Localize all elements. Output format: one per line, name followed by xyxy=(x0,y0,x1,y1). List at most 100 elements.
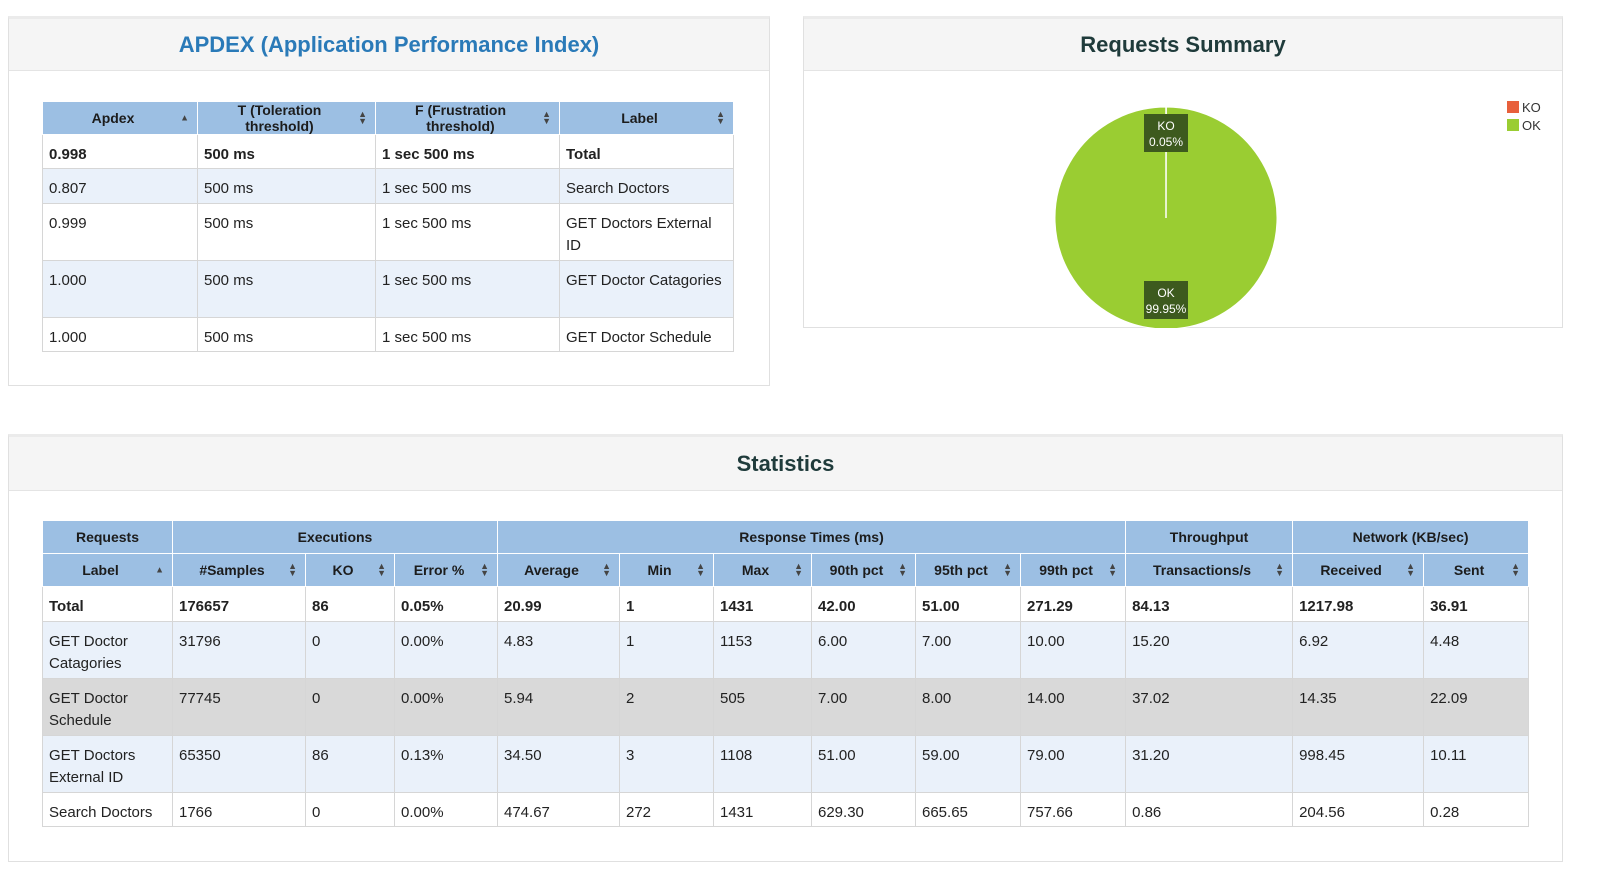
group-network: Network (KB/sec) xyxy=(1292,520,1530,554)
stats-cell-value: 22.09 xyxy=(1423,678,1530,736)
stats-cell-value: 474.67 xyxy=(497,792,620,827)
sort-icon: ▲ ▼ xyxy=(1275,561,1285,578)
legend-item-ko[interactable]: KO xyxy=(1507,98,1541,116)
stats-cell-value: 629.30 xyxy=(811,792,916,827)
stats-cell-value: 42.00 xyxy=(811,586,916,622)
stats-cell-value: 0 xyxy=(305,678,395,736)
stats-cell-value: 14.35 xyxy=(1292,678,1425,736)
apdex-header-f[interactable]: F (Frustration threshold) ▲ ▼ xyxy=(375,101,560,135)
apdex-cell-apdex: 1.000 xyxy=(42,260,198,318)
apdex-cell-apdex: 0.998 xyxy=(42,134,198,169)
stats-cell-value: 272 xyxy=(619,792,714,827)
sort-icon: ▲ ▼ xyxy=(602,561,611,578)
pie-label-ok: OK 99.95% xyxy=(1144,281,1188,319)
stats-cell-label: Search Doctors xyxy=(42,792,173,827)
sort-icon: ▲ ▼ xyxy=(1511,561,1521,578)
stats-cell-value: 86 xyxy=(305,735,395,793)
sort-icon: ▲ ▼ xyxy=(377,561,386,578)
stats-cell-value: 10.11 xyxy=(1423,735,1530,793)
stats-cell-value: 1766 xyxy=(172,792,306,827)
stats-header-transactions-s[interactable]: Transactions/s ▲ ▼ xyxy=(1125,553,1294,587)
stats-header-average[interactable]: Average ▲ ▼ xyxy=(497,553,620,587)
stats-cell-value: 1217.98 xyxy=(1292,586,1425,622)
apdex-cell-label: Total xyxy=(559,134,734,169)
stats-cell-value: 0 xyxy=(305,621,395,679)
stats-cell-value: 204.56 xyxy=(1292,792,1425,827)
stats-cell-value: 7.00 xyxy=(811,678,916,736)
stats-cell-label: Total xyxy=(42,586,173,622)
group-response-times: Response Times (ms) xyxy=(496,520,1127,554)
stats-cell-value: 14.00 xyxy=(1019,678,1127,736)
stats-cell-value: 15.20 xyxy=(1125,621,1294,679)
stats-header-max[interactable]: Max ▲ ▼ xyxy=(713,553,812,587)
stats-cell-value: 31796 xyxy=(172,621,306,679)
table-row: Total 176657 86 0.05% 20.99 1 1431 42.00 51.00 27… xyxy=(42,586,1530,622)
stats-header-samples[interactable]: #Samples ▲ ▼ xyxy=(172,553,306,587)
sort-icon: ▲ ▼ xyxy=(696,561,705,578)
stats-header-ko[interactable]: KO ▲ ▼ xyxy=(305,553,395,587)
legend-label-ok: OK xyxy=(1522,117,1541,133)
stats-cell-value: 757.66 xyxy=(1019,792,1127,827)
apdex-row: 0.807 500 ms 1 sec 500 ms Search Doctors xyxy=(42,168,734,204)
stats-cell-value: 7.00 xyxy=(915,621,1021,679)
stats-header-sent[interactable]: Sent ▲ ▼ xyxy=(1423,553,1530,587)
apdex-row: 0.998 500 ms 1 sec 500 ms Total xyxy=(42,134,734,169)
apdex-cell-f: 1 sec 500 ms xyxy=(375,134,560,169)
stats-cell-value: 6.92 xyxy=(1292,621,1425,679)
legend-item-ok[interactable]: OK xyxy=(1507,116,1541,134)
sort-icon: ▲ ▼ xyxy=(1003,561,1012,578)
stats-cell-value: 0 xyxy=(305,792,395,827)
stats-cell-value: 84.13 xyxy=(1125,586,1294,622)
requests-summary-panel: Requests Summary KO 0.05% OK 99.95% KO OK xyxy=(803,16,1563,328)
stats-header-label[interactable]: Label ▲ xyxy=(42,553,173,587)
stats-cell-value: 20.99 xyxy=(497,586,620,622)
stats-cell-value: 505 xyxy=(713,678,812,736)
stats-header-99th-pct[interactable]: 99th pct ▲ ▼ xyxy=(1019,553,1127,587)
legend-swatch-ok xyxy=(1507,119,1519,131)
stats-cell-value: 665.65 xyxy=(915,792,1021,827)
apdex-cell-t: 500 ms xyxy=(197,260,376,318)
stats-cell-value: 4.48 xyxy=(1423,621,1530,679)
apdex-cell-f: 1 sec 500 ms xyxy=(375,203,560,261)
stats-cell-value: 1431 xyxy=(713,586,812,622)
stats-cell-value: 0.13% xyxy=(394,735,498,793)
stats-header-received[interactable]: Received ▲ ▼ xyxy=(1292,553,1425,587)
stats-cell-value: 271.29 xyxy=(1019,586,1127,622)
stats-cell-value: 3 xyxy=(619,735,714,793)
apdex-cell-f: 1 sec 500 ms xyxy=(375,317,560,352)
statistics-table: Requests Executions Response Times (ms) … xyxy=(42,520,1530,827)
stats-cell-value: 0.86 xyxy=(1125,792,1294,827)
stats-cell-value: 51.00 xyxy=(811,735,916,793)
pie-label-category: OK xyxy=(1157,286,1174,300)
apdex-header-label[interactable]: Label ▲ ▼ xyxy=(559,101,734,135)
stats-cell-value: 34.50 xyxy=(497,735,620,793)
pie-label-category: KO xyxy=(1157,119,1174,133)
stats-header-error[interactable]: Error % ▲ ▼ xyxy=(394,553,498,587)
apdex-cell-t: 500 ms xyxy=(197,134,376,169)
sort-icon: ▲ ▼ xyxy=(542,109,551,126)
sort-icon: ▲ ▼ xyxy=(288,561,297,578)
sort-asc-icon: ▲ xyxy=(155,564,164,575)
stats-cell-value: 51.00 xyxy=(915,586,1021,622)
stats-header-min[interactable]: Min ▲ ▼ xyxy=(619,553,714,587)
apdex-header-t[interactable]: T (Toleration threshold) ▲ ▼ xyxy=(197,101,376,135)
statistics-panel: Statistics Requests Executions Response … xyxy=(8,434,1563,862)
statistics-title: Statistics xyxy=(9,437,1562,491)
stats-header-95th-pct[interactable]: 95th pct ▲ ▼ xyxy=(915,553,1021,587)
sort-icon: ▲ ▼ xyxy=(480,561,489,578)
apdex-cell-t: 500 ms xyxy=(197,203,376,261)
stats-cell-label: GET Doctor Catagories xyxy=(42,621,173,679)
apdex-row: 1.000 500 ms 1 sec 500 ms GET Doctor Schedu… xyxy=(42,317,734,352)
apdex-cell-f: 1 sec 500 ms xyxy=(375,260,560,318)
apdex-header-apdex[interactable]: Apdex ▲ xyxy=(42,101,198,135)
apdex-row: 1.000 500 ms 1 sec 500 ms GET Doctor Catago… xyxy=(42,260,734,318)
stats-cell-value: 77745 xyxy=(172,678,306,736)
stats-cell-value: 0.05% xyxy=(394,586,498,622)
legend-swatch-ko xyxy=(1507,101,1519,113)
apdex-cell-apdex: 1.000 xyxy=(42,317,198,352)
apdex-cell-t: 500 ms xyxy=(197,317,376,352)
stats-header-90th-pct[interactable]: 90th pct ▲ ▼ xyxy=(811,553,916,587)
stats-cell-value: 6.00 xyxy=(811,621,916,679)
stats-cell-value: 176657 xyxy=(172,586,306,622)
stats-cell-value: 0.28 xyxy=(1423,792,1530,827)
